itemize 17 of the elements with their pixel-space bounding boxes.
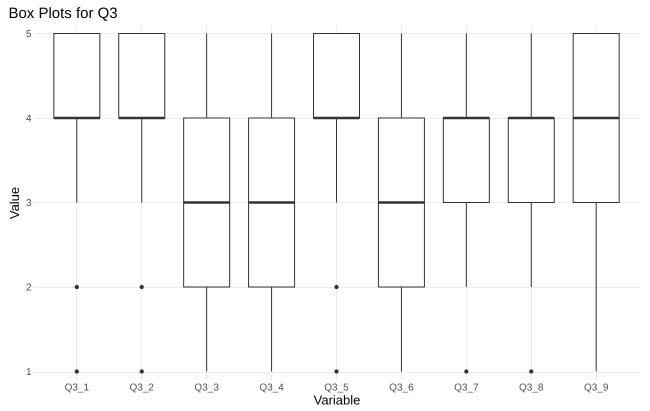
x-tick-label: Q3_8 — [519, 382, 544, 394]
x-tick-label: Q3_1 — [64, 382, 90, 394]
x-axis-title: Variable — [314, 392, 360, 408]
x-tick-label: Q3_4 — [259, 382, 284, 394]
x-tick-label: Q3_7 — [454, 382, 480, 394]
x-tick-label: Q3_9 — [584, 382, 609, 394]
y-tick-label: 5 — [26, 28, 32, 40]
x-tick-label: Q3_6 — [389, 382, 414, 394]
y-tick-label: 3 — [26, 198, 32, 209]
y-axis-title: Value — [6, 186, 22, 220]
y-tick-label: 4 — [26, 113, 32, 124]
y-tick-label: 2 — [26, 282, 32, 294]
x-tick-label: Q3_5 — [324, 382, 350, 394]
x-tick-label: Q3_2 — [130, 382, 154, 394]
x-tick-label: Q3_3 — [194, 382, 220, 394]
chart-title: Box Plots for Q3 — [8, 5, 118, 22]
y-tick-label: 1 — [26, 367, 32, 378]
